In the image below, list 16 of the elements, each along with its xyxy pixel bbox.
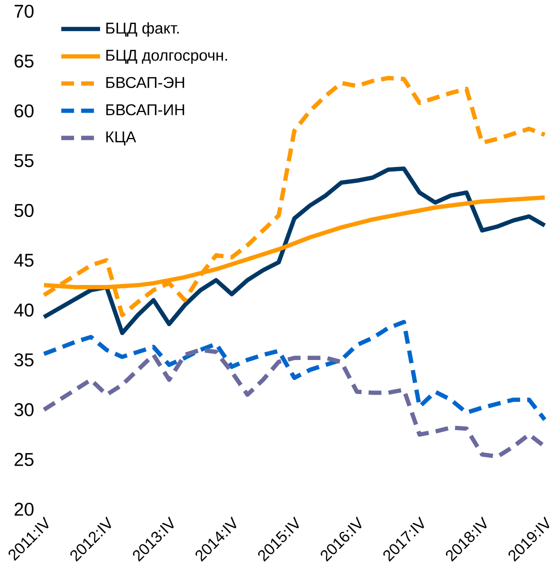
y-tick-label: 35 [14,353,34,366]
y-tick-label: 60 [14,104,34,118]
y-tick-label: 40 [14,304,34,317]
y-tick-label: 50 [14,204,34,218]
y-tick-label: 70 [14,4,34,18]
legend-label: БЦД долгосрочн. [106,50,227,64]
y-tick-label: 30 [14,403,34,416]
legend-label: БВСАП-ИН [106,104,184,116]
y-tick-label: 55 [14,154,34,168]
legend-label: КЦА [106,132,136,146]
legend-label: БЦД факт. [106,22,179,37]
legend-label: БВСАП-ЭН [106,77,184,88]
y-tick-label: 45 [14,254,34,267]
y-tick-label: 20 [14,502,34,516]
y-tick-label: 25 [14,452,34,466]
y-tick-label: 65 [14,54,34,68]
